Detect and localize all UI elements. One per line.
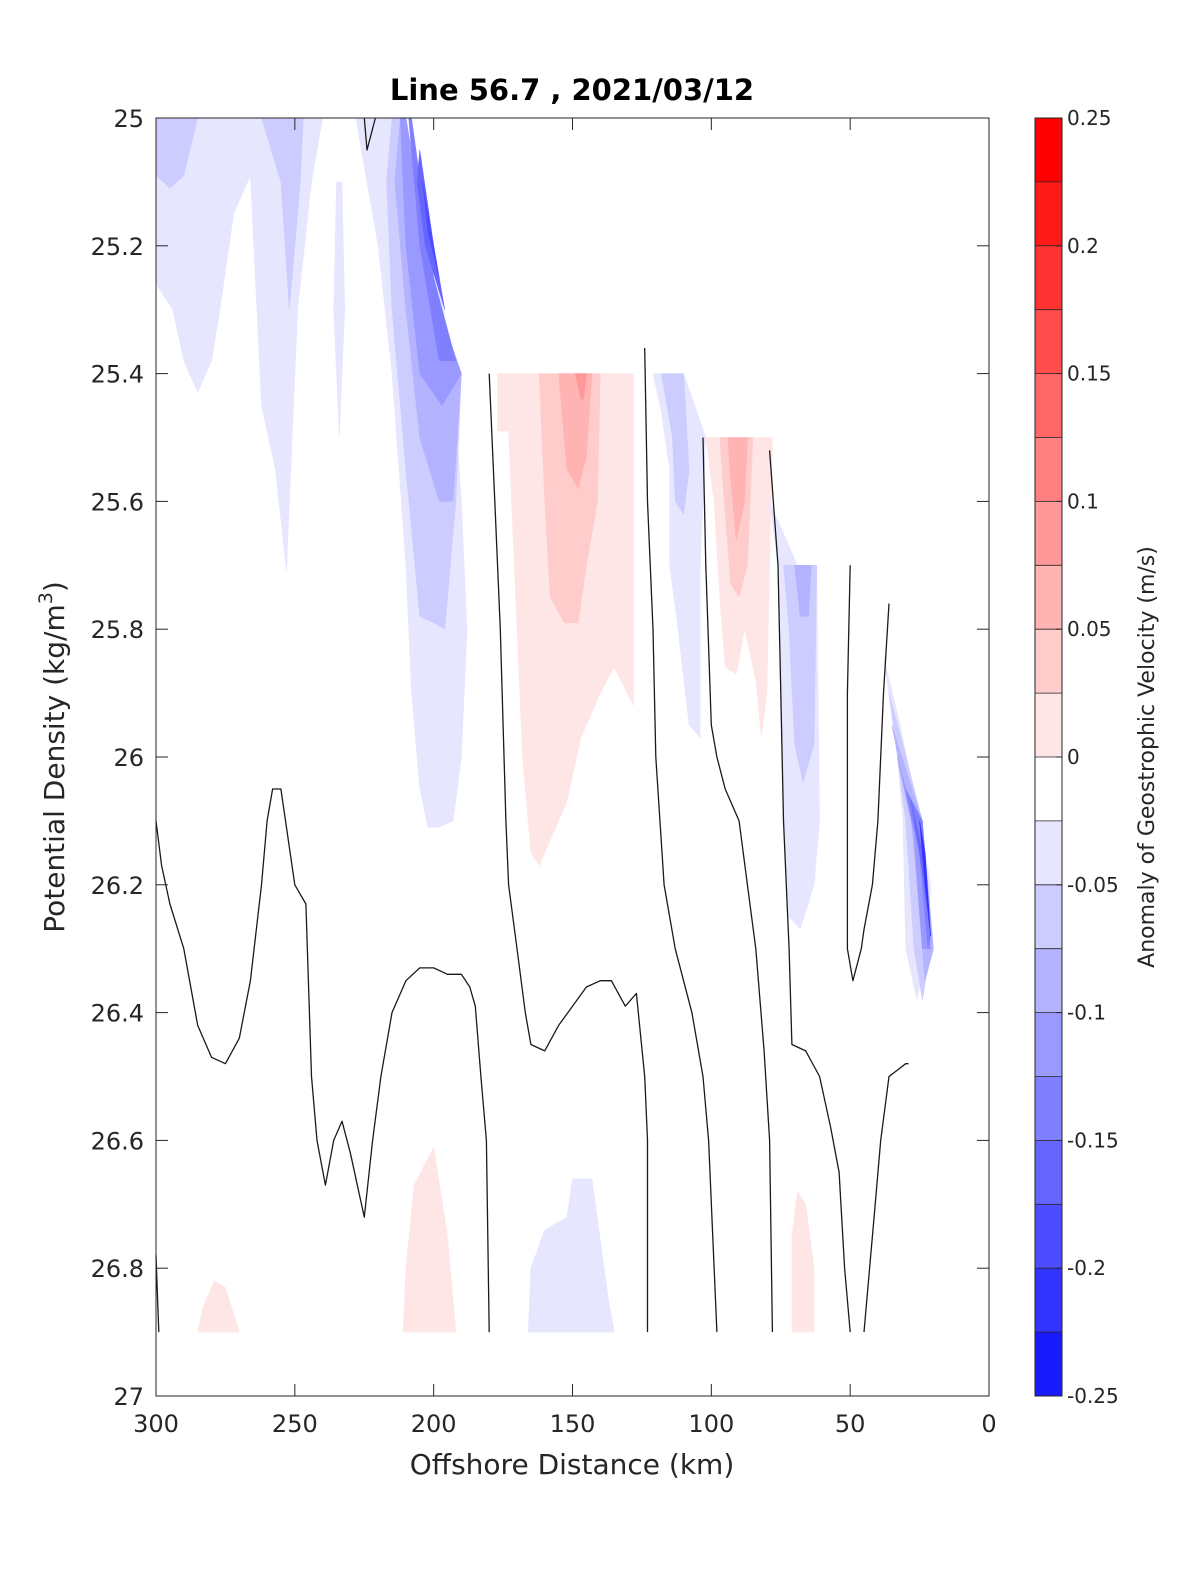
colorbar-band	[1035, 437, 1062, 502]
colorbar-tick-label: 0.2	[1067, 234, 1099, 258]
y-tick-label: 26.6	[91, 1127, 144, 1155]
y-tick-label: 25	[113, 105, 144, 133]
colorbar-band	[1035, 820, 1062, 886]
filled-region-21	[783, 565, 818, 783]
colorbar-band	[1035, 884, 1062, 950]
zero-contour-lines	[155, 117, 909, 1333]
colorbar-tick-label: -0.2	[1067, 1256, 1106, 1280]
filled-region-15	[652, 373, 707, 739]
colorbar-tick-label: 0.15	[1067, 362, 1112, 386]
colorbar: 0.25 0.2 0.15 0.1 0.05 0 -0.05 -0.1 -0.15 -0.2 -0.…	[1034, 106, 1119, 1408]
colorbar-band	[1035, 1332, 1062, 1397]
colorbar-tick-label: -0.05	[1067, 873, 1119, 897]
colorbar-band	[1035, 118, 1062, 183]
colorbar-band	[1035, 1268, 1062, 1333]
colorbar-band	[1035, 1204, 1062, 1269]
filled-region-14	[574, 373, 587, 400]
zero-contour-6	[768, 450, 851, 1333]
colorbar-band	[1035, 373, 1062, 438]
colorbar-band	[1035, 309, 1062, 375]
filled-region-1	[333, 181, 346, 438]
colorbar-band	[1035, 181, 1062, 247]
zero-contour-7	[846, 565, 890, 982]
y-tick-label: 27	[113, 1383, 144, 1411]
zero-contour-4	[644, 347, 718, 1333]
filled-region-10	[422, 181, 440, 278]
y-tick-label: 26.2	[91, 872, 144, 900]
filled-region-30	[197, 1280, 240, 1333]
y-axis-title-end: )	[38, 581, 71, 592]
y-axis-ticks: 25 25.2 25.4 25.6 25.8 26 26.2 26.4 26.6 26.8 27	[91, 105, 989, 1411]
filled-region-33	[791, 1190, 815, 1333]
y-axis-title: Potential Density (kg/m3)	[35, 581, 71, 933]
colorbar-tick-label: -0.25	[1067, 1384, 1119, 1408]
colorbar-tick-label: 0	[1067, 745, 1080, 769]
colorbar-band	[1035, 629, 1062, 694]
colorbar-band	[1035, 948, 1062, 1014]
plot-area: 300 250 200 150 100 50 0 2525.225.425.625.8262…	[91, 105, 997, 1438]
colorbar-band	[1035, 245, 1062, 311]
x-tick-label: 250	[272, 1410, 318, 1438]
colorbar-tick-label: -0.15	[1067, 1128, 1119, 1152]
colorbar-band	[1035, 1076, 1062, 1141]
x-axis-ticks: 300 250 200 150 100 50 0	[133, 118, 997, 1438]
colorbar-tick-label: 0.25	[1067, 106, 1112, 130]
y-tick-label: 26.4	[91, 1000, 144, 1028]
colorbar-ticks: 0.25 0.2 0.15 0.1 0.05 0 -0.05 -0.1 -0.15 -0.2 -0.…	[1056, 106, 1119, 1408]
y-axis-title-superscript: 3	[35, 592, 57, 604]
colorbar-band	[1035, 757, 1062, 822]
colorbar-tick-label: -0.1	[1067, 1001, 1106, 1025]
filled-region-32	[527, 1178, 615, 1333]
y-axis-title-base: Potential Density (kg/m	[38, 604, 71, 933]
colorbar-band	[1035, 1012, 1062, 1077]
filled-region-31	[402, 1145, 457, 1333]
colorbar-band	[1035, 501, 1062, 566]
y-tick-label: 25.4	[91, 361, 144, 389]
x-tick-label: 0	[981, 1410, 996, 1438]
colorbar-bands	[1035, 118, 1062, 1397]
zero-contour-2	[363, 117, 377, 151]
x-tick-label: 100	[688, 1410, 734, 1438]
filled-region-27	[905, 788, 931, 949]
y-tick-label: 25.2	[91, 233, 144, 261]
colorbar-tick-label: 0.1	[1067, 489, 1099, 513]
x-tick-label: 300	[133, 1410, 179, 1438]
colorbar-tick-label: 0.05	[1067, 617, 1112, 641]
y-tick-label: 25.6	[91, 488, 144, 516]
filled-contour-regions	[155, 117, 934, 1333]
colorbar-band	[1035, 1140, 1062, 1205]
x-tick-label: 150	[550, 1410, 596, 1438]
x-tick-label: 50	[835, 1410, 866, 1438]
colorbar-band	[1035, 693, 1062, 758]
y-tick-label: 26.8	[91, 1255, 144, 1283]
colorbar-title: Anomaly of Geostrophic Velocity (m/s)	[1135, 546, 1160, 968]
filled-region-0	[155, 117, 323, 572]
y-tick-label: 25.8	[91, 616, 144, 644]
zero-contour-3	[488, 373, 649, 1333]
x-axis-title: Offshore Distance (km)	[410, 1448, 735, 1481]
x-tick-label: 200	[411, 1410, 457, 1438]
chart-title: Line 56.7 , 2021/03/12	[390, 73, 754, 107]
y-tick-label: 26	[113, 744, 144, 772]
zero-contour-8	[863, 1063, 909, 1333]
filled-region-19	[727, 437, 748, 540]
colorbar-band	[1035, 565, 1062, 630]
zero-contour-0	[155, 788, 490, 1333]
filled-region-29	[919, 820, 931, 936]
zero-contour-5	[702, 437, 774, 1333]
filled-region-16	[661, 373, 690, 515]
filled-region-22	[794, 565, 812, 617]
